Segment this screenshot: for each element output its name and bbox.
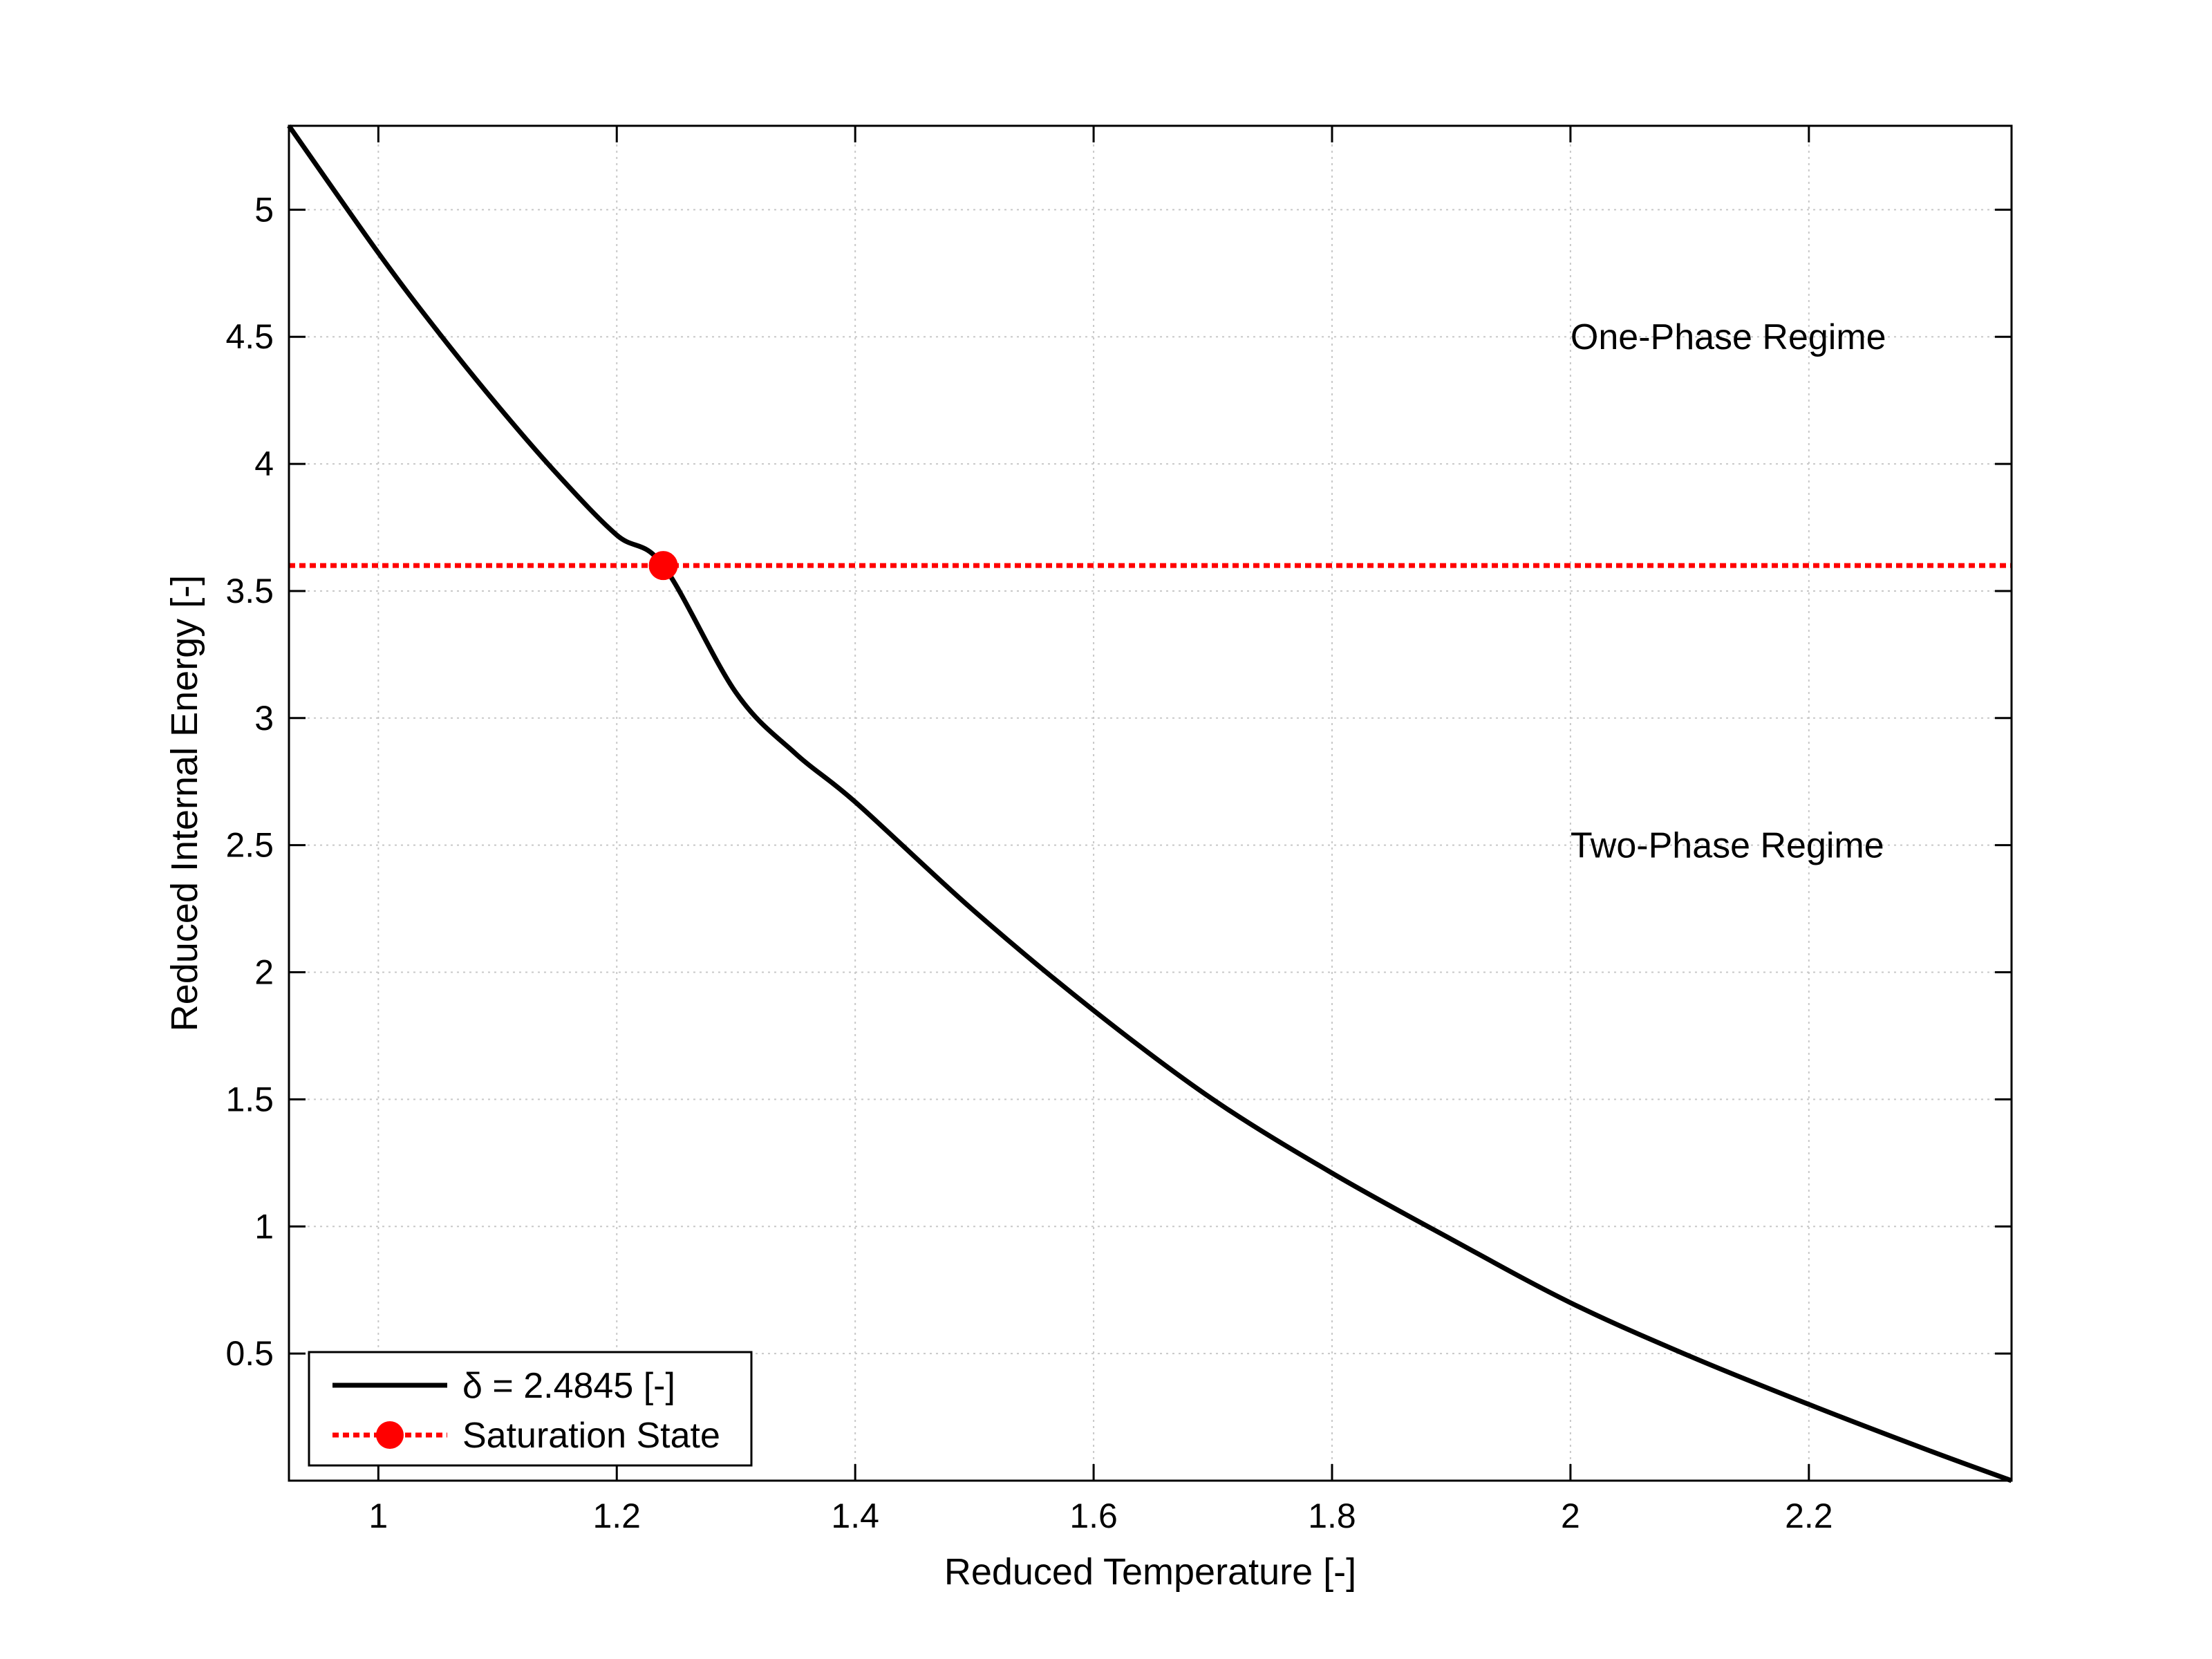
saturation-point-marker — [648, 551, 678, 581]
x-tick-label: 1.8 — [1308, 1497, 1356, 1535]
plot-area — [289, 126, 2012, 1481]
plot-frame — [288, 124, 2013, 1482]
y-tick-label: 5 — [254, 190, 274, 229]
y-tick-label: 4 — [254, 444, 274, 483]
y-tick-label: 3.5 — [225, 572, 274, 610]
legend: δ = 2.4845 [-] Saturation State — [308, 1351, 753, 1467]
y-tick-label: 1.5 — [225, 1080, 274, 1118]
y-tick-label: 0.5 — [225, 1334, 274, 1373]
series-layer — [287, 124, 2013, 1483]
ticks — [289, 126, 2012, 1481]
x-tick-label: 2 — [1561, 1497, 1580, 1535]
x-tick-label: 1.4 — [831, 1497, 879, 1535]
legend-marker-saturation — [376, 1421, 404, 1449]
region-annotation: One-Phase Regime — [1571, 317, 1886, 357]
y-tick-label: 2 — [254, 953, 274, 992]
legend-label-curve: δ = 2.4845 [-] — [462, 1366, 675, 1406]
series-line-curve — [287, 124, 2013, 1483]
region-annotation: Two-Phase Regime — [1571, 826, 1884, 866]
y-tick-label: 3 — [254, 699, 274, 738]
x-axis-label: Reduced Temperature [-] — [944, 1551, 1356, 1593]
y-axis-label: Reduced Internal Energy [-] — [164, 575, 205, 1031]
annotations: One-Phase Regime Two-Phase Regime — [1571, 317, 1886, 865]
x-tick-label: 1 — [368, 1497, 388, 1535]
x-tick-label: 2.2 — [1785, 1497, 1833, 1535]
tick-labels: 1 1.2 1.4 1.6 1.8 2 2.2 0.5 1 1.5 2 2.5 3 3.5 4 4.5 5 — [225, 190, 1833, 1535]
x-tick-label: 1.2 — [592, 1497, 641, 1535]
x-tick-label: 1.6 — [1069, 1497, 1118, 1535]
legend-label-saturation: Saturation State — [462, 1416, 720, 1456]
y-tick-label: 2.5 — [225, 826, 274, 865]
y-tick-label: 4.5 — [225, 317, 274, 356]
y-tick-label: 1 — [254, 1207, 274, 1246]
